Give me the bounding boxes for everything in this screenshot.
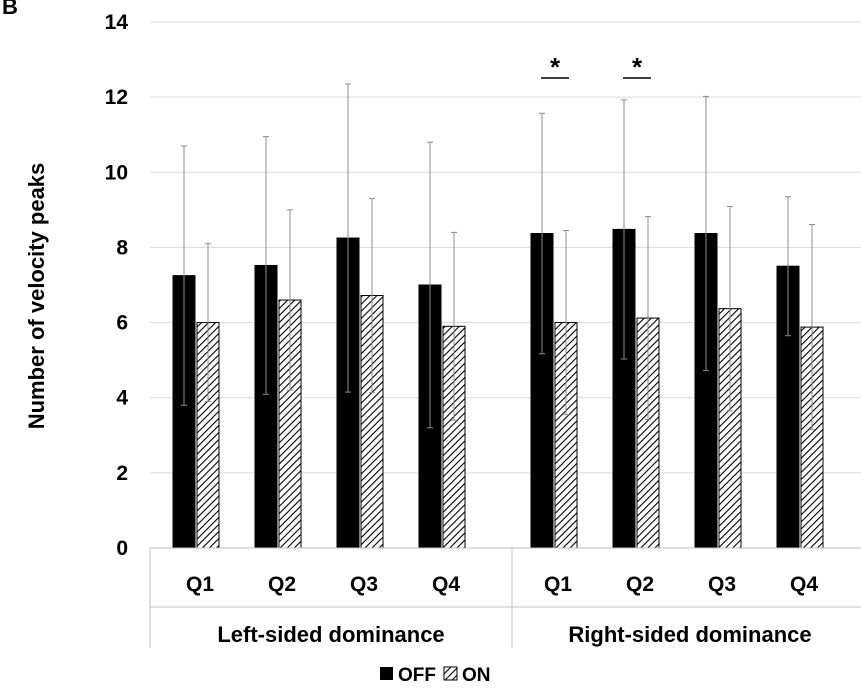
y-tick-label: 8 bbox=[116, 236, 128, 259]
legend-label-on: ON bbox=[462, 665, 491, 686]
legend-label-off: OFF bbox=[398, 665, 436, 686]
panel-label: B bbox=[2, 0, 18, 19]
y-axis-label: Number of velocity peaks bbox=[24, 163, 49, 430]
y-tick-label: 10 bbox=[105, 161, 128, 184]
legend-swatch-on bbox=[443, 666, 458, 681]
y-tick-label: 2 bbox=[116, 462, 128, 485]
y-tick-label: 14 bbox=[105, 11, 129, 34]
significance-star: * bbox=[550, 52, 561, 82]
y-tick-label: 6 bbox=[116, 312, 128, 335]
legend: OFF ON bbox=[380, 665, 491, 686]
y-tick-label: 0 bbox=[116, 537, 128, 560]
x-category-label: Q4 bbox=[790, 573, 818, 596]
x-category-label: Q3 bbox=[708, 573, 736, 596]
y-axis-ticks: 0 2 4 6 8 10 12 14 bbox=[105, 11, 129, 560]
significance-star: * bbox=[632, 52, 643, 82]
y-tick-label: 12 bbox=[105, 86, 128, 109]
x-category-label: Q3 bbox=[350, 573, 378, 596]
x-group-label: Left-sided dominance bbox=[217, 622, 444, 647]
x-category-label: Q1 bbox=[544, 573, 572, 596]
legend-swatch-off bbox=[380, 667, 393, 680]
x-category-label: Q4 bbox=[432, 573, 460, 596]
error-bars bbox=[181, 83, 815, 431]
x-category-label: Q2 bbox=[268, 573, 296, 596]
x-axis: Q1 Q2 Q3 Q4 Left-sided dominance Q1 Q2 Q3 Q4 Righ… bbox=[149, 547, 861, 648]
bars bbox=[172, 228, 824, 549]
x-category-label: Q2 bbox=[626, 573, 654, 596]
x-category-label: Q1 bbox=[186, 573, 214, 596]
x-group-label: Right-sided dominance bbox=[568, 622, 811, 647]
y-tick-label: 4 bbox=[116, 387, 128, 410]
significance-markers: * * bbox=[541, 52, 651, 82]
